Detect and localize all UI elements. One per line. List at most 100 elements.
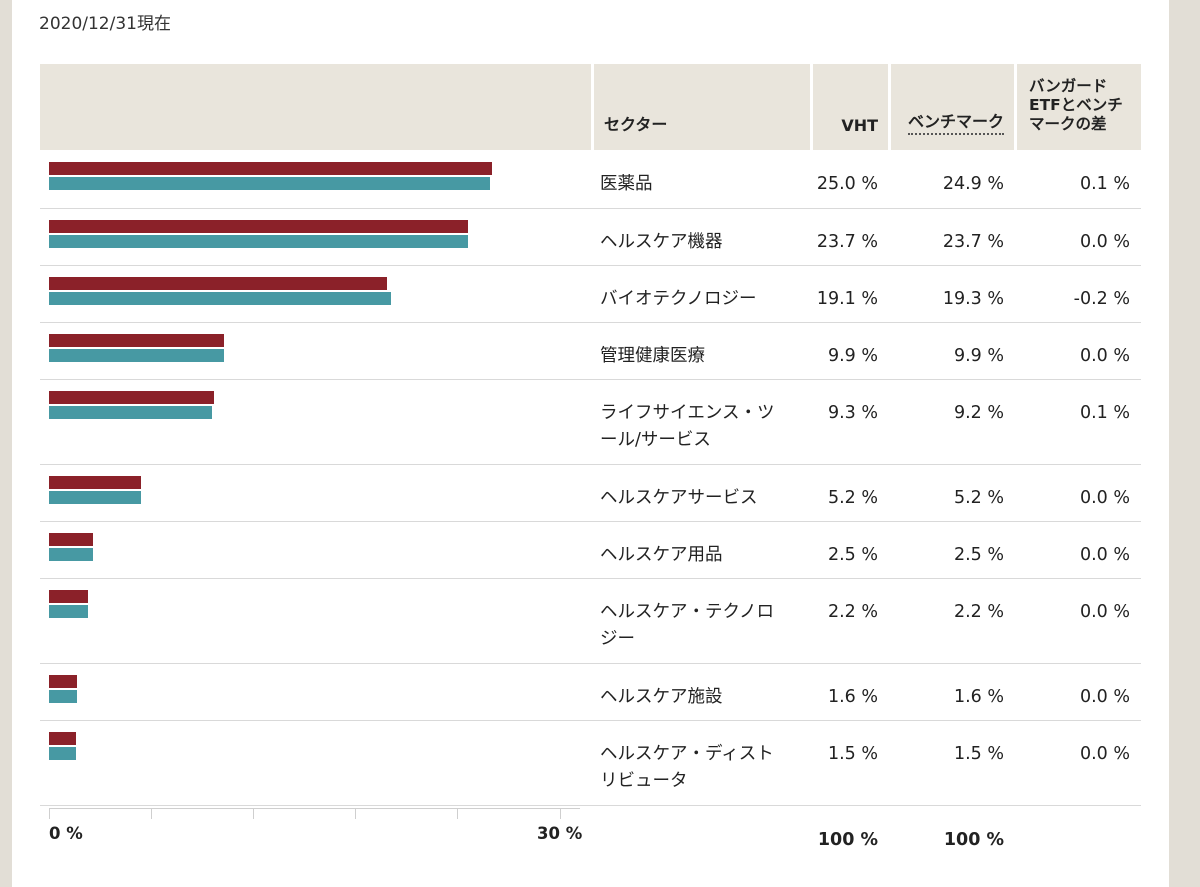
benchmark-value: 9.9 % [953,346,1004,366]
row-divider [40,322,1141,323]
diff-value: 0.0 % [1079,488,1130,508]
benchmark-value: 5.2 % [953,488,1004,508]
sector-name-line: ヘルスケア機器 [600,232,723,252]
row-divider [40,578,1141,579]
vht-value: 19.1 % [816,289,878,309]
sector-name-line: 医薬品 [600,174,653,194]
sector-name-line: ヘルスケア・テクノロ [600,602,774,622]
benchmark-bar [49,177,490,190]
vht-bar [49,732,76,745]
header-vht-cell: VHT [813,64,888,150]
header-benchmark-cell[interactable]: ベンチマーク [891,64,1014,150]
sector-name-line: ライフサイエンス・ツ [600,403,775,423]
benchmark-bar [49,235,469,248]
axis-tick [151,808,153,819]
sector-name-line: ジー [600,629,635,649]
benchmark-bar [49,548,94,561]
as-of-date: 2020/12/31現在 [39,14,171,34]
header-chart-cell [40,64,591,150]
row-divider [40,208,1141,209]
benchmark-bar [49,349,225,362]
benchmark-value: 1.5 % [953,744,1004,764]
sector-name-line: バイオテクノロジー [600,289,757,309]
vht-value: 5.2 % [827,488,878,508]
diff-value: 0.0 % [1079,232,1130,252]
row-divider [40,464,1141,465]
benchmark-value: 2.2 % [953,602,1004,622]
sector-name-line: ヘルスケア用品 [600,545,723,565]
sector-name: 医薬品 [600,171,800,198]
sector-name-line: 管理健康医療 [600,346,705,366]
benchmark-bar [49,605,88,618]
row-divider [40,379,1141,380]
diff-value: 0.1 % [1079,403,1130,423]
vht-value: 1.5 % [827,744,878,764]
sector-name: バイオテクノロジー [600,286,800,313]
axis-tick [49,808,50,819]
benchmark-bar [49,491,142,504]
chart-axis-line [49,808,580,809]
benchmark-value: 23.7 % [942,232,1004,252]
benchmark-bar [49,747,76,760]
vht-value: 1.6 % [827,687,878,707]
axis-max-label: 30 % [537,824,583,843]
header-sector-cell: セクター [594,64,810,150]
diff-value: -0.2 % [1073,289,1130,309]
vht-bar [49,162,492,175]
sector-name: ヘルスケア・テクノロ ジー [600,599,800,653]
benchmark-value: 2.5 % [953,545,1004,565]
benchmark-value: 24.9 % [942,174,1004,194]
vht-bar [49,675,78,688]
axis-tick [457,808,459,819]
sector-name-line: ヘルスケアサービス [600,488,758,508]
sector-name: ライフサイエンス・ツ ール/サービス [600,400,800,454]
vht-value: 25.0 % [816,174,878,194]
row-divider [40,265,1141,266]
vht-value: 23.7 % [816,232,878,252]
sector-name-line: ール/サービス [600,430,711,450]
vht-value: 2.5 % [827,545,878,565]
row-divider [40,663,1141,664]
sector-name-line: リビュータ [600,771,688,791]
header-diff-line: バンガード [1029,77,1108,95]
total-vht: 100 % [817,830,878,850]
vht-bar [49,476,142,489]
header-diff-line: ETFとベンチ [1029,96,1123,114]
sector-name-line: ヘルスケア・ディスト [600,744,774,764]
header-benchmark-link[interactable]: ベンチマーク [907,108,1004,135]
sector-name: ヘルスケア・ディスト リビュータ [600,741,800,795]
header-diff-line: マークの差 [1029,115,1107,133]
axis-tick [559,808,561,819]
benchmark-value: 1.6 % [953,687,1004,707]
vht-bar [49,590,88,603]
diff-value: 0.0 % [1079,744,1130,764]
vht-bar [49,334,225,347]
diff-value: 0.0 % [1079,602,1130,622]
row-divider [40,720,1141,721]
vht-bar [49,220,469,233]
sector-name-line: ヘルスケア施設 [600,687,723,707]
axis-min-label: 0 % [49,824,83,843]
row-divider [40,805,1141,806]
vht-value: 9.9 % [827,346,878,366]
vht-value: 2.2 % [827,602,878,622]
sector-name: ヘルスケアサービス [600,485,800,512]
header-sector: セクター [604,115,668,134]
axis-tick [355,808,357,819]
header-vht: VHT [841,116,878,135]
row-divider [40,521,1141,522]
vht-bar [49,277,388,290]
vht-bar [49,533,94,546]
diff-value: 0.0 % [1079,346,1130,366]
benchmark-bar [49,406,212,419]
benchmark-value: 9.2 % [953,403,1004,423]
sector-name: ヘルスケア用品 [600,542,800,569]
benchmark-bar [49,690,78,703]
total-benchmark: 100 % [943,830,1004,850]
vht-value: 9.3 % [827,403,878,423]
benchmark-value: 19.3 % [942,289,1004,309]
diff-value: 0.0 % [1079,545,1130,565]
diff-value: 0.1 % [1079,174,1130,194]
diff-value: 0.0 % [1079,687,1130,707]
vht-bar [49,391,214,404]
